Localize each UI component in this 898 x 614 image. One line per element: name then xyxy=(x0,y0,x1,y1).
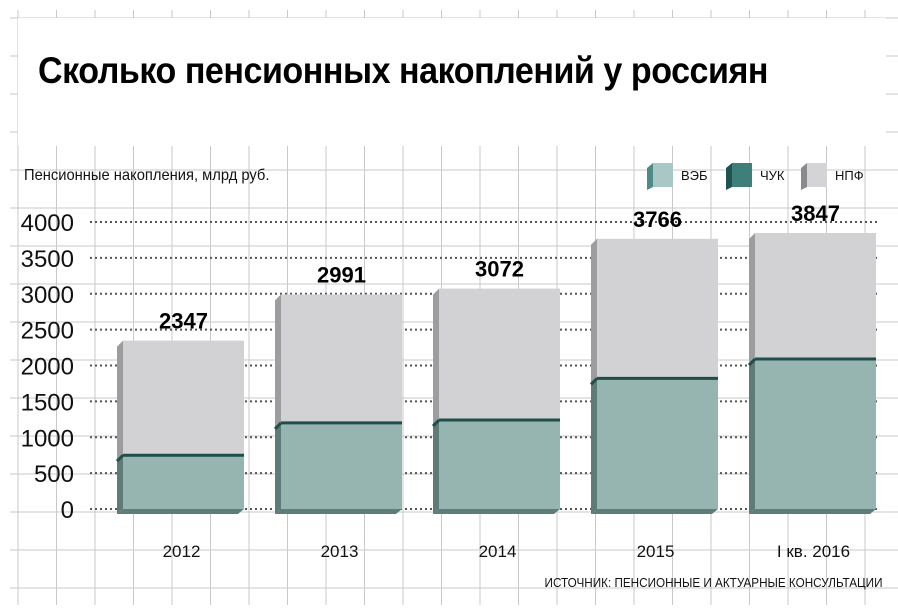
legend-swatch-side xyxy=(801,163,807,190)
source-note: ИСТОЧНИК: ПЕНСИОННЫЕ И АКТУАРНЫЕ КОНСУЛЬ… xyxy=(544,575,882,590)
y-tick-label: 1500 xyxy=(21,389,74,416)
bar-base xyxy=(433,509,560,514)
title-panel xyxy=(18,18,886,146)
bar-side-veb xyxy=(117,455,123,514)
legend-item-veb: ВЭБ xyxy=(643,160,708,190)
bar-npf xyxy=(439,288,560,421)
bar-side-npf xyxy=(749,232,755,367)
y-tick-label: 1000 xyxy=(21,425,74,452)
bar-side-npf xyxy=(275,294,281,430)
bar-side-npf xyxy=(591,238,597,386)
bar-side-npf xyxy=(433,288,439,428)
bar-base xyxy=(749,509,876,514)
legend-item-npf: НПФ xyxy=(797,160,864,190)
bar-chuk-edge xyxy=(115,454,125,463)
y-tick-label: 3000 xyxy=(21,282,74,309)
bar-veb xyxy=(123,455,244,509)
bar-veb xyxy=(281,422,402,509)
legend-swatch-side xyxy=(647,163,653,190)
x-tick-label: I кв. 2016 xyxy=(777,542,850,561)
y-tick-label: 2500 xyxy=(21,318,74,345)
bar-chuk-edge xyxy=(589,377,599,386)
bar-base xyxy=(117,509,244,514)
bar-veb xyxy=(755,359,876,509)
legend-label-chuk: ЧУК xyxy=(760,167,785,183)
legend-item-chuk: ЧУК xyxy=(722,160,785,190)
bar-base xyxy=(275,509,402,514)
legend-swatch-npf-icon xyxy=(801,163,827,190)
legend-swatch-side xyxy=(726,163,732,190)
bar-veb xyxy=(597,378,718,509)
bar-npf xyxy=(123,340,244,456)
data-label: 3072 xyxy=(475,257,524,282)
y-tick-label: 3500 xyxy=(21,246,74,273)
bar-chuk-edge xyxy=(431,418,441,428)
data-label: 2347 xyxy=(159,309,208,334)
legend-label-npf: НПФ xyxy=(835,167,864,183)
legend-swatch-face xyxy=(653,163,673,187)
y-tick-label: 2000 xyxy=(21,354,74,381)
y-tick-label: 500 xyxy=(34,461,74,488)
bar-side-veb xyxy=(275,422,281,514)
chart-title: Сколько пенсионных накоплений у россиян xyxy=(38,50,769,91)
bar-npf xyxy=(281,294,402,423)
legend-swatch-face xyxy=(807,163,827,187)
bar-chuk-edge xyxy=(747,357,757,367)
y-tick-label: 4000 xyxy=(21,210,74,237)
legend-label-veb: ВЭБ xyxy=(681,167,708,183)
x-tick-label: 2014 xyxy=(479,542,517,561)
bar-npf xyxy=(597,238,718,379)
bar-side-veb xyxy=(433,420,439,514)
legend-swatch-chuk-icon xyxy=(726,163,752,190)
bar-base xyxy=(591,509,718,514)
x-tick-label: 2013 xyxy=(321,542,359,561)
x-tick-label: 2012 xyxy=(163,542,201,561)
data-label: 2991 xyxy=(317,262,366,287)
bar-side-veb xyxy=(591,378,597,514)
bar-veb xyxy=(439,420,560,509)
legend-swatch-veb-icon xyxy=(647,163,673,190)
chart-subtitle: Пенсионные накопления, млрд руб. xyxy=(24,167,270,184)
data-label: 3766 xyxy=(633,207,682,232)
legend-swatch-face xyxy=(732,163,752,187)
bar-npf xyxy=(755,232,876,360)
y-tick-label: 0 xyxy=(61,497,74,524)
data-label: 3847 xyxy=(791,201,840,226)
bar-chuk-edge xyxy=(273,421,283,430)
bar-side-veb xyxy=(749,359,755,514)
x-tick-label: 2015 xyxy=(637,542,675,561)
bar-side-npf xyxy=(117,340,123,463)
